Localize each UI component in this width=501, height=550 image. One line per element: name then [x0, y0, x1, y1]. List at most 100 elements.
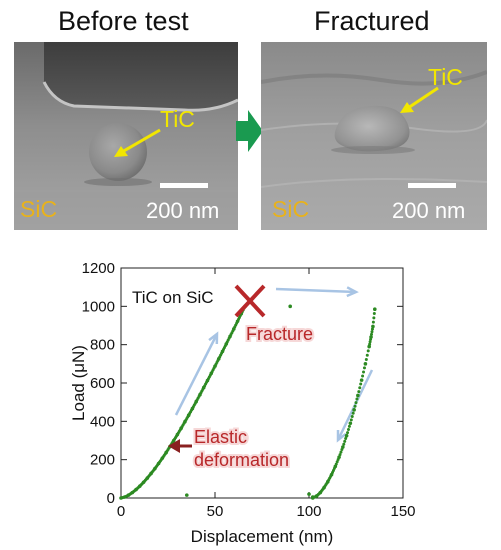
y-tick-label: 400: [90, 413, 115, 430]
curve-dot: [212, 366, 216, 370]
data-point: [288, 304, 293, 309]
load-displacement-chart: 0 50 100 150 0 200 400 600 800 1000 1200 Displacem…: [69, 260, 416, 546]
curve-dot: [370, 332, 374, 336]
sem-image-before: [14, 42, 238, 230]
elastic-annotation-line2: deformation: [194, 450, 289, 470]
fracture-x-icon: [234, 284, 266, 318]
before-test-title: Before test: [58, 6, 189, 36]
curve-dot: [368, 342, 372, 346]
curve-dot: [366, 349, 370, 353]
sic-label-fractured: SiC: [272, 196, 310, 222]
loading-direction-arrow-icon: [174, 331, 219, 416]
curve-dot: [340, 448, 344, 452]
curve-dot: [156, 463, 160, 467]
curve-dot: [317, 491, 321, 495]
curve-dot: [357, 390, 361, 394]
curve-dot: [329, 474, 333, 478]
curve-dot: [371, 320, 375, 324]
data-point: [371, 324, 375, 329]
curve-dot: [325, 481, 329, 485]
hold-direction-arrow-icon: [275, 286, 359, 298]
curve-dot: [365, 353, 369, 357]
curve-dot: [193, 401, 197, 405]
curve-dot: [351, 411, 355, 415]
scale-label-fractured: 200 nm: [392, 198, 466, 223]
elastic-arrow-icon: [168, 439, 192, 453]
curve-dot: [369, 337, 373, 341]
sem-image-fractured: [261, 42, 487, 230]
y-axis-label: Load (μN): [69, 345, 88, 421]
legend-text: TiC on SiC: [132, 288, 214, 307]
curve-dot: [334, 462, 338, 466]
curve-dot: [339, 450, 343, 454]
y-tick-label: 1200: [82, 260, 115, 277]
tic-label-before: TiC: [160, 106, 195, 132]
y-tick-label: 1000: [82, 298, 115, 315]
curve-dot: [349, 418, 353, 422]
curve-dot: [344, 437, 348, 441]
data-point: [369, 335, 373, 339]
curve-dot: [208, 373, 212, 377]
curve-dot: [205, 380, 209, 384]
curve-dot: [346, 427, 350, 431]
data-point: [344, 433, 349, 438]
curve-dot: [354, 401, 358, 405]
y-tick-label: 200: [90, 452, 115, 469]
series-unloading: [310, 307, 377, 500]
curve-dot: [372, 316, 376, 320]
fractured-title: Fractured: [314, 6, 430, 36]
y-tick-label: 0: [107, 490, 115, 507]
curve-dot: [364, 358, 368, 362]
data-point: [373, 307, 377, 312]
curve-dot: [342, 442, 346, 446]
curve-dot: [227, 336, 231, 340]
curve-dot: [201, 387, 205, 391]
curve-dot: [370, 330, 374, 334]
curve-dot: [141, 481, 145, 485]
x-tick-label: 0: [117, 503, 125, 520]
data-point: [307, 492, 311, 496]
curve-dot: [361, 374, 365, 378]
curve-dot: [355, 397, 359, 401]
data-point: [348, 421, 353, 426]
curve-dot: [235, 321, 239, 325]
y-tick-label: 800: [90, 337, 115, 354]
curve-dot: [336, 457, 340, 461]
curve-dot: [370, 327, 374, 331]
curve-dot: [335, 460, 339, 464]
curve-dot: [359, 382, 363, 386]
curve-dot: [152, 468, 156, 472]
curve-dot: [163, 452, 167, 456]
axis-ticks: 0 50 100 150 0 200 400 600 800 1000 1200: [82, 260, 416, 520]
series-stray: [185, 304, 315, 499]
y-tick-label: 600: [90, 375, 115, 392]
curve-dot: [332, 466, 336, 470]
data-point: [363, 362, 368, 366]
x-tick-label: 150: [390, 503, 415, 520]
data-point: [367, 344, 371, 349]
data-points: [119, 304, 377, 500]
tic-label-fractured: TiC: [428, 64, 463, 90]
scale-bar-before: [160, 183, 208, 188]
curve-dot: [197, 394, 201, 398]
curve-dot: [186, 415, 190, 419]
curve-dot: [343, 439, 347, 443]
scale-label-before: 200 nm: [146, 198, 220, 223]
curve-dot: [358, 386, 362, 390]
scale-bar-fractured: [408, 183, 456, 188]
curve-dot: [190, 408, 193, 412]
x-tick-label: 50: [207, 503, 224, 520]
curve-dot: [216, 359, 220, 363]
curve-dot: [137, 485, 141, 489]
fracture-annotation: Fracture: [246, 324, 313, 344]
curve-dot: [182, 421, 186, 425]
x-axis-label: Displacement (nm): [191, 527, 334, 546]
data-point: [356, 393, 360, 398]
curve-dot: [220, 351, 224, 355]
curve-dot: [148, 473, 152, 477]
data-point: [352, 408, 356, 412]
curve-dot: [362, 370, 366, 374]
series-loading: [119, 304, 247, 500]
sic-label-before: SiC: [20, 196, 58, 222]
curve-dot: [368, 340, 372, 344]
